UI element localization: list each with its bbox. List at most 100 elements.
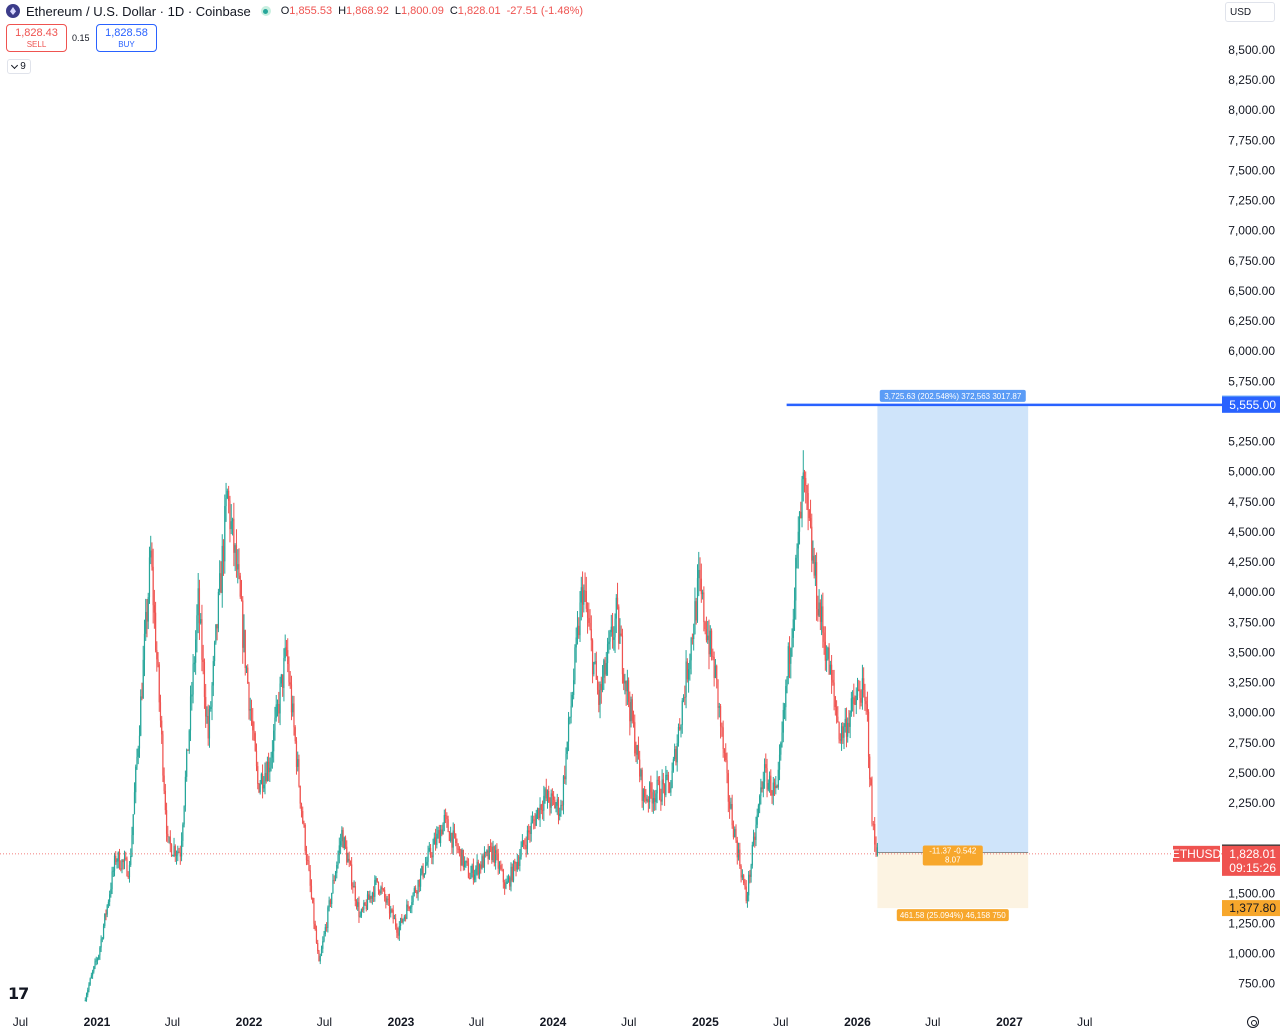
indicators-toggle-button[interactable]: 9 [7,59,31,74]
candle [244,629,246,676]
candle-body [374,880,376,897]
candle [690,636,692,675]
candle-body [850,698,852,714]
candle-body [213,642,216,662]
currency-selector[interactable]: USD [1225,2,1275,22]
target-stats-label-text: 3,725.63 (202.548%) 372,563 3017.87 [884,392,1022,401]
candle-body [300,803,303,812]
ohlc-values: O1,855.53 H1,868.92 L1,800.09 C1,828.01 … [281,5,583,17]
candle [189,685,192,742]
candle-body [117,852,119,862]
buy-button[interactable]: 1,828.58 BUY [96,24,157,52]
candle [310,879,313,900]
candle-body [495,850,497,863]
position-zones [877,404,1029,909]
candle [414,885,417,894]
candle-body [530,822,532,834]
candle-body [626,680,628,692]
candle-body [189,696,192,731]
candle [242,596,244,664]
candle [856,677,859,701]
chevron-down-icon [11,61,19,69]
candle-body [411,902,413,908]
candle [404,914,407,922]
candle [606,637,609,676]
candle [808,509,810,521]
candle [645,788,647,804]
candle [273,724,275,763]
candle [358,896,360,923]
candle-body [464,861,466,868]
candle [341,826,343,848]
candle [161,715,163,744]
candle [740,864,742,883]
candle [646,794,648,803]
candle-body [156,650,158,660]
candle [699,557,701,592]
candle-body [268,761,270,773]
candle [670,779,672,797]
candle [765,753,767,773]
candle-body [497,854,499,869]
candle [95,956,97,966]
candle-body [832,679,834,683]
candle [304,823,306,855]
candle-body [242,600,244,648]
candle [228,485,230,514]
price-axis[interactable]: 8,500.00 8,250.00 8,000.00 7,750.00 7,500.00… [1228,43,1275,991]
candle-body [136,756,138,767]
candle [842,722,844,744]
candle [672,756,674,773]
candle-body [805,478,807,486]
candle-body [546,790,549,799]
sell-button[interactable]: 1,828.43 SELL [6,24,67,52]
candle [874,817,876,852]
symbol-title[interactable]: Ethereum / U.S. Dollar · 1D · Coinbase [26,3,251,19]
candle-body [848,722,850,727]
candle-body [844,718,846,727]
candle [851,690,854,712]
candle-body [656,779,658,794]
candle-body [474,874,476,880]
candle-body [785,686,787,708]
candle [788,636,791,679]
candle [782,702,784,743]
candle [693,623,695,651]
candle [713,651,715,687]
candle-body [318,951,320,962]
indicators-count: 9 [20,61,26,72]
candle-body [693,633,695,640]
candle [184,770,187,812]
candle-body [634,722,636,754]
candle-body [96,958,99,961]
candle [796,543,798,569]
candle-body [545,789,547,799]
candle [716,664,718,689]
candle-body [654,798,656,802]
time-tick-label: Jul [13,1015,28,1029]
candle [418,879,420,893]
ohlc-close: C1,828.01 [449,5,501,17]
time-axis[interactable]: Jul 2021 Jul 2022 Jul 2023 Jul 2024 Jul 2025 Jul 20… [13,1015,1093,1029]
price-tag-stop-tag[interactable]: 1,377.80 [1222,900,1280,917]
candle [308,855,310,872]
candle-body [562,776,565,806]
candle-body [143,633,146,660]
tradingview-logo-icon[interactable]: 17 [8,984,29,1003]
candle-body [686,661,688,680]
candle [442,822,444,835]
candle [679,718,681,731]
candle [595,651,597,680]
candle [676,734,678,772]
gear-icon[interactable] [1247,1016,1259,1028]
candle-body [274,717,276,731]
candle [253,721,255,741]
candle-body [625,680,627,692]
candle-body [746,895,749,901]
candle [237,549,239,584]
candle-body [589,622,591,630]
price-tag-target-line[interactable]: 5,555.00 [1222,396,1280,413]
candle [615,594,617,634]
